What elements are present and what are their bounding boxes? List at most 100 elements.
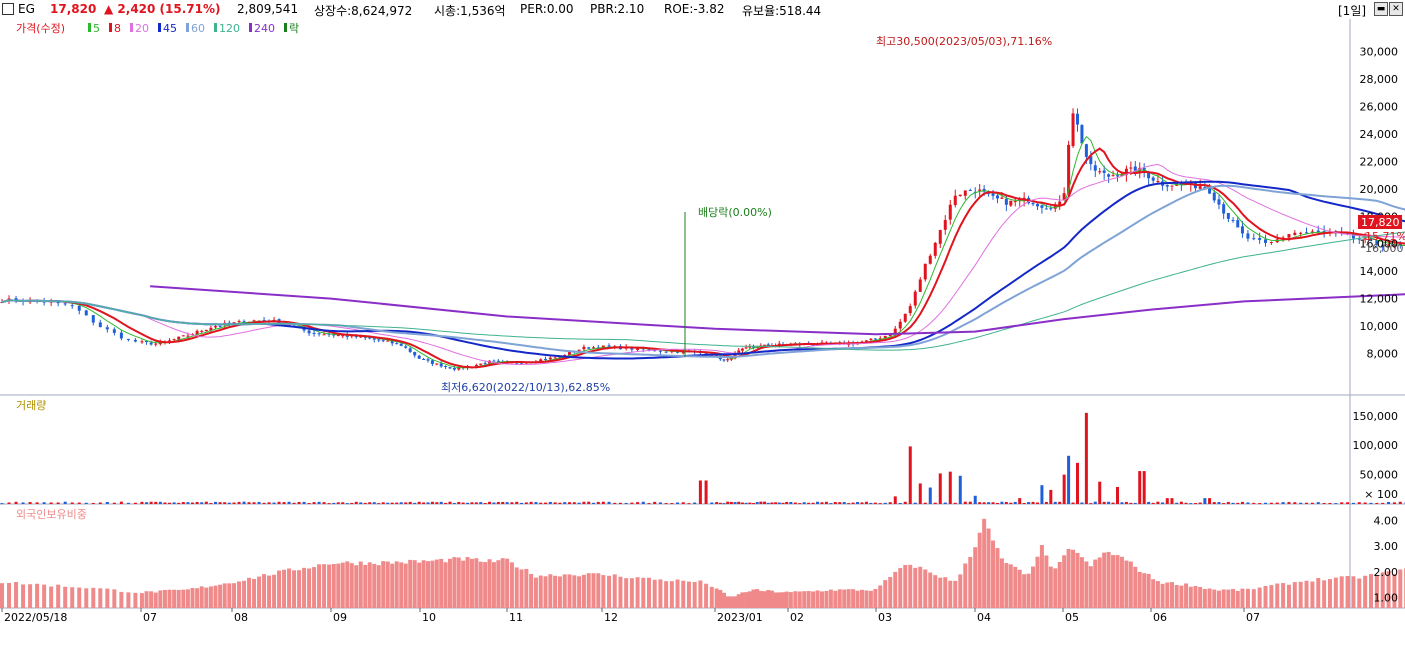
checkbox-icon[interactable]: [2, 3, 14, 15]
price-tick-label: 16,000: [1360, 238, 1399, 251]
volume-bar: [218, 502, 222, 504]
volume-bar: [1058, 501, 1062, 504]
foreign-bar: [669, 581, 674, 608]
candle: [214, 326, 218, 328]
foreign-bar: [144, 591, 149, 608]
volume-bar: [1049, 489, 1053, 504]
candle: [479, 363, 483, 365]
candle: [553, 357, 557, 359]
candle: [963, 190, 967, 196]
volume-bar: [624, 502, 628, 504]
volume-bar: [474, 502, 478, 504]
foreign-bar: [629, 578, 634, 608]
foreign-bar: [991, 540, 996, 608]
last-change-label: 15.71%: [1365, 230, 1405, 243]
volume-bar: [350, 502, 354, 504]
volume-bar: [820, 502, 824, 504]
foreign-bar: [567, 574, 572, 608]
volume-bar: [789, 501, 793, 504]
price-tick-label: 10,000: [1360, 320, 1399, 333]
candle: [1208, 185, 1212, 194]
foreign-bar: [390, 563, 395, 608]
candle: [1305, 232, 1309, 234]
foreign-tick-label: 2.00: [1374, 566, 1399, 579]
volume-bar: [390, 502, 394, 504]
x-tick-label: 11: [509, 611, 523, 624]
foreign-bar: [167, 589, 172, 608]
foreign-tick-label: 1.00: [1374, 592, 1399, 605]
x-tick-label: 06: [1153, 611, 1167, 624]
foreign-bar: [1008, 564, 1013, 608]
foreign-bar: [1281, 583, 1286, 608]
candle: [1124, 168, 1128, 175]
volume-bar: [744, 502, 748, 504]
candle: [515, 362, 519, 364]
candle: [943, 220, 947, 230]
price-tick-label: 22,000: [1360, 155, 1399, 168]
candle: [1133, 166, 1137, 174]
volume-bar: [722, 503, 726, 505]
candle: [1387, 246, 1391, 248]
volume-bar: [658, 502, 662, 504]
candle: [948, 204, 952, 220]
volume-bar: [1035, 502, 1039, 504]
candle: [1258, 237, 1262, 240]
foreign-bar: [1212, 589, 1217, 608]
candle: [341, 335, 345, 337]
volume-bar: [1098, 481, 1102, 504]
volume-bar: [1156, 501, 1160, 504]
foreign-bar: [158, 590, 163, 608]
volume-bar: [332, 502, 336, 504]
volume-bar: [1161, 502, 1165, 504]
volume-bar: [1018, 498, 1022, 504]
candle: [1004, 198, 1008, 205]
header-bar: EG 17,820 ▲ 2,420 (15.71%) 2,809,541 상장수…: [0, 0, 1405, 20]
volume-bar: [888, 502, 892, 504]
volume-bar: [1022, 502, 1026, 504]
volume-bar: [126, 502, 130, 504]
foreign-bar: [1102, 552, 1107, 608]
ma-240-line: [150, 285, 1405, 336]
price-tick-label: 28,000: [1360, 73, 1399, 86]
volume-bar: [1053, 501, 1057, 504]
foreign-bar: [646, 577, 651, 608]
volume-bar: [426, 502, 430, 504]
foreign-bar: [913, 567, 918, 608]
volume-bar: [140, 501, 144, 504]
volume-bar: [395, 502, 399, 504]
volume-bar: [838, 502, 842, 504]
legend-item-2: 20: [135, 22, 149, 35]
volume-bar: [307, 503, 311, 505]
foreign-bar: [408, 559, 413, 608]
volume-bar: [968, 501, 972, 504]
foreign-bar: [430, 560, 435, 608]
foreign-bar: [986, 528, 991, 608]
foreign-bar: [725, 596, 730, 608]
foreign-bar: [105, 588, 110, 608]
candle: [359, 336, 363, 338]
close-icon[interactable]: ✕: [1389, 2, 1403, 16]
foreign-bar: [1226, 589, 1231, 608]
candle: [1357, 238, 1361, 240]
foreign-bar: [999, 558, 1004, 608]
volume-bar: [1240, 501, 1244, 504]
foreign-bar: [652, 579, 657, 608]
foreign-bar: [222, 583, 227, 608]
candle: [748, 346, 752, 348]
foreign-bar: [938, 577, 943, 608]
volume-bar: [63, 501, 67, 504]
candle: [751, 346, 755, 348]
candle: [0, 302, 4, 304]
volume-bar: [693, 502, 697, 504]
candle: [869, 338, 873, 340]
volume-bar: [759, 501, 763, 504]
foreign-bar: [733, 596, 738, 608]
volume-bar: [1217, 502, 1221, 504]
period-label[interactable]: [1일]: [1338, 4, 1367, 18]
volume-bar: [833, 502, 837, 504]
minimize-icon[interactable]: ▬: [1374, 2, 1388, 16]
candle: [368, 337, 372, 339]
volume-bar: [1208, 498, 1212, 504]
foreign-bar: [1333, 577, 1338, 608]
candle: [918, 279, 922, 292]
